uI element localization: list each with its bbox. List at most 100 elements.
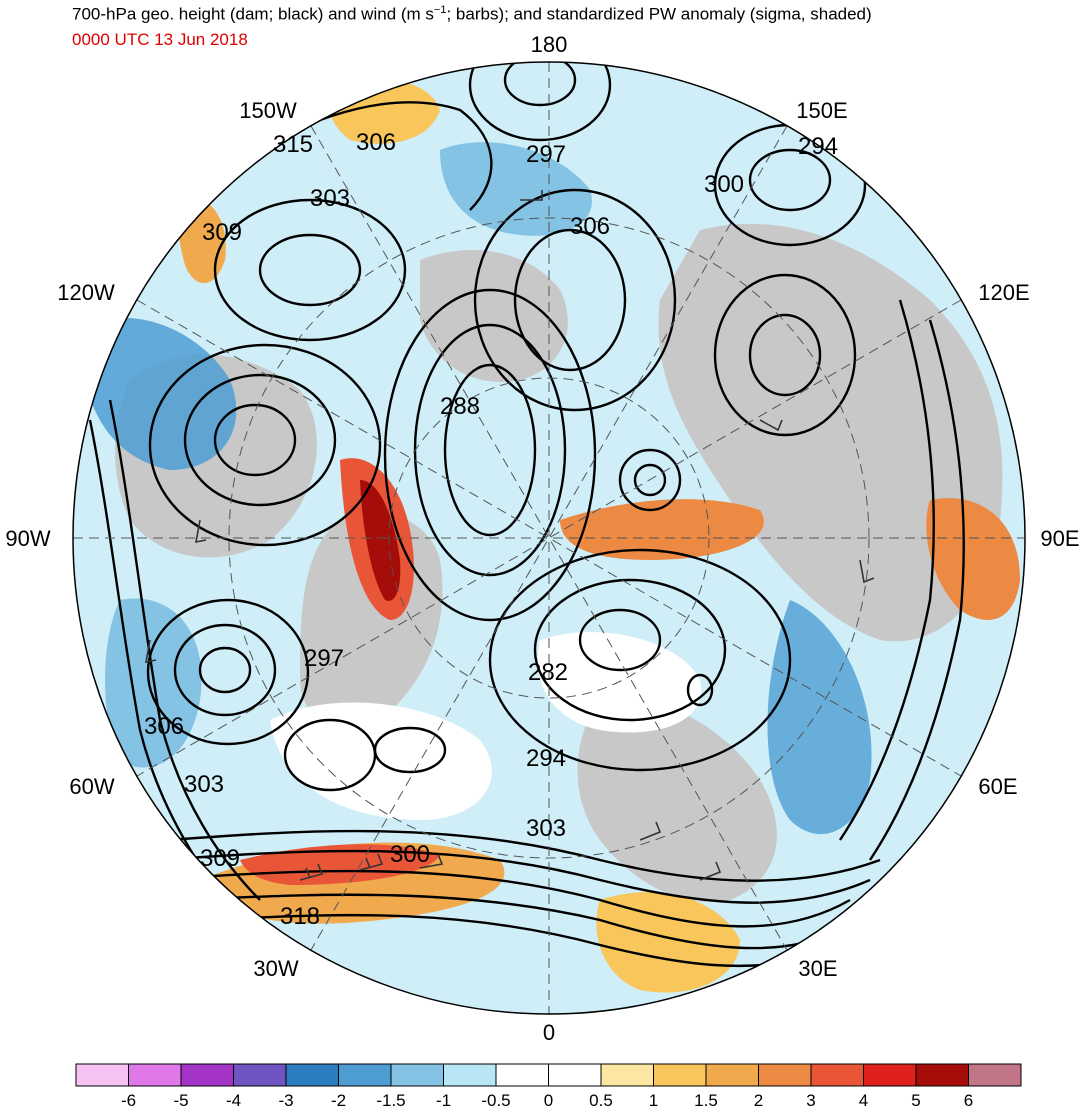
contour-polar-low-2 <box>533 578 727 722</box>
colorbar-box <box>810 1063 864 1087</box>
contour-small-low-3 <box>686 673 714 707</box>
contour-label: 303 <box>526 815 566 842</box>
contour-label: 297 <box>304 645 344 672</box>
wind-barb <box>195 519 207 544</box>
title-part-2: ; barbs); and standardized PW anomaly (s… <box>446 4 872 24</box>
positive-anomaly-mediterranean <box>596 892 740 993</box>
meridian-30e-150w <box>310 125 788 951</box>
colorbar-box <box>548 1063 602 1087</box>
lon-label-0: 0 <box>543 1020 555 1045</box>
contour-label: 303 <box>184 771 224 798</box>
colorbar-label: -0.5 <box>481 1091 510 1110</box>
colorbar-box <box>128 1063 182 1087</box>
wind-barb <box>419 853 444 869</box>
contour-label: 297 <box>526 141 566 168</box>
colorbar-label: 1 <box>649 1091 658 1110</box>
colorbar-label: -5 <box>173 1091 188 1110</box>
colorbar-box <box>968 1063 1022 1087</box>
contour-jet-1 <box>149 869 851 928</box>
contour-alaska-ring-1 <box>258 233 362 307</box>
colorbar-box <box>285 1063 339 1087</box>
meridian-60w-120e <box>136 299 962 777</box>
contour-low-ring-2 <box>383 288 597 622</box>
wind-barb <box>520 190 543 201</box>
colorbar-box <box>653 1063 707 1087</box>
contour-canada-low-2 <box>183 373 337 507</box>
contour-label: 309 <box>202 219 242 246</box>
colorbar-box <box>863 1063 917 1087</box>
contour-labrador-low-2 <box>173 623 277 717</box>
lon-label-60w: 60W <box>69 774 114 799</box>
contour-east-2 <box>869 319 965 861</box>
contour-low-center <box>443 363 537 537</box>
positive-anomaly-atlantic-core <box>240 844 440 885</box>
contour-polar-low-3 <box>488 548 792 772</box>
valid-time: 0000 UTC 13 Jun 2018 <box>72 30 248 49</box>
colorbar-label: -1.5 <box>376 1091 405 1110</box>
colorbar-box <box>758 1063 812 1087</box>
lon-label-90e: 90E <box>1040 526 1079 551</box>
colorbar-box <box>390 1063 444 1087</box>
contour-pacific-ring-2 <box>473 188 677 412</box>
title-part-1: 700-hPa geo. height (dam; black) and win… <box>72 4 434 24</box>
colorbar: -6 -5 -4 -3 -2 -1.5 -1 -0.5 0 0.5 1 1.5 2 3 4 5 6 <box>75 1063 1022 1110</box>
lon-label-150e: 150E <box>796 98 847 123</box>
negative-anomaly-east <box>767 600 872 835</box>
contour-west-1 <box>108 399 261 901</box>
contour-jet-3 <box>169 829 881 882</box>
contour-north-ring-1 <box>503 62 577 107</box>
contour-alaska-ring-2 <box>213 198 407 342</box>
contour-labrador-low-3 <box>146 598 310 746</box>
colorbar-box <box>75 1063 129 1087</box>
wind-barb <box>299 863 324 881</box>
colorbar-label: 2 <box>754 1091 763 1110</box>
contour-label: 303 <box>310 185 350 212</box>
colorbar-label: -2 <box>331 1091 346 1110</box>
contour-label: 282 <box>528 659 568 686</box>
map-title: 700-hPa geo. height (dam; black) and win… <box>72 4 872 25</box>
lon-label-30w: 30W <box>253 956 298 981</box>
lon-label-180: 180 <box>531 32 568 57</box>
contour-label: 294 <box>798 133 838 160</box>
contour-small-low-1 <box>633 463 667 497</box>
colorbar-label: 6 <box>964 1091 973 1110</box>
map-disk <box>73 62 1025 1014</box>
colorbar-label: 0.5 <box>589 1091 613 1110</box>
wind-barb <box>639 821 662 841</box>
colorbar-label: -3 <box>278 1091 293 1110</box>
contour-labrador-low-1 <box>198 646 252 694</box>
meridian-30w-150e <box>310 125 788 951</box>
colorbar-label: -1 <box>436 1091 451 1110</box>
polar-map: 180 0 90W 90E 150W 120W 150E 120E 60W 30… <box>5 32 1079 1045</box>
contour-label: 288 <box>440 393 480 420</box>
contour-east-1 <box>839 299 935 841</box>
asia-landmass <box>658 223 1003 642</box>
contour-jet-5 <box>199 913 821 968</box>
contour-asia-ring-2 <box>713 273 857 437</box>
meridian-60e-120w <box>136 299 962 777</box>
colorbar-box <box>180 1063 234 1087</box>
latitude-circle-outer <box>228 217 870 859</box>
positive-anomaly-baffin-core <box>360 480 401 601</box>
contour-polar-low-1 <box>578 608 662 672</box>
contour-jet-4 <box>179 893 841 950</box>
neutral-zone-pole <box>537 632 702 733</box>
contour-label: 318 <box>280 903 320 930</box>
title-superscript: −1 <box>433 4 447 16</box>
negative-anomaly-west <box>80 318 237 470</box>
map-border <box>72 61 1026 1015</box>
contour-north-ring-2 <box>468 62 612 142</box>
graticule <box>73 62 1025 1014</box>
colorbar-label: 4 <box>859 1091 868 1110</box>
wind-barbs <box>145 190 875 881</box>
contour-label: 309 <box>200 845 240 872</box>
wind-barb <box>145 639 157 664</box>
contour-label: 315 <box>273 131 313 158</box>
contour-small-low-2 <box>618 448 682 512</box>
colorbar-labels: -6 -5 -4 -3 -2 -1.5 -1 -0.5 0 0.5 1 1.5 2 3 4 5 6 <box>121 1091 973 1110</box>
contour-label: 300 <box>704 171 744 198</box>
contour-label: 306 <box>144 713 184 740</box>
colorbar-box <box>443 1063 497 1087</box>
colorbar-box <box>338 1063 392 1087</box>
wind-barb <box>359 853 384 871</box>
